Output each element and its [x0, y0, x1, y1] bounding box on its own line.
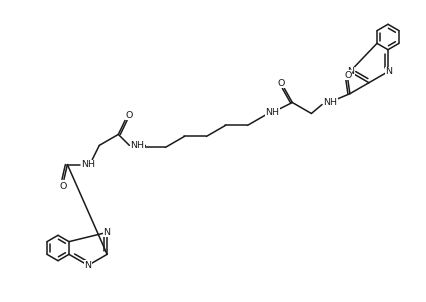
Text: N: N: [347, 67, 354, 76]
Text: NH: NH: [130, 141, 144, 150]
Text: O: O: [59, 182, 66, 191]
Text: NH: NH: [265, 108, 279, 117]
Text: O: O: [343, 70, 351, 79]
Text: N: N: [385, 67, 391, 76]
Text: O: O: [125, 111, 132, 120]
Text: O: O: [277, 79, 285, 88]
Text: N: N: [84, 261, 91, 270]
Text: NH: NH: [81, 160, 95, 169]
Text: N: N: [104, 228, 110, 237]
Text: NH: NH: [322, 98, 336, 107]
